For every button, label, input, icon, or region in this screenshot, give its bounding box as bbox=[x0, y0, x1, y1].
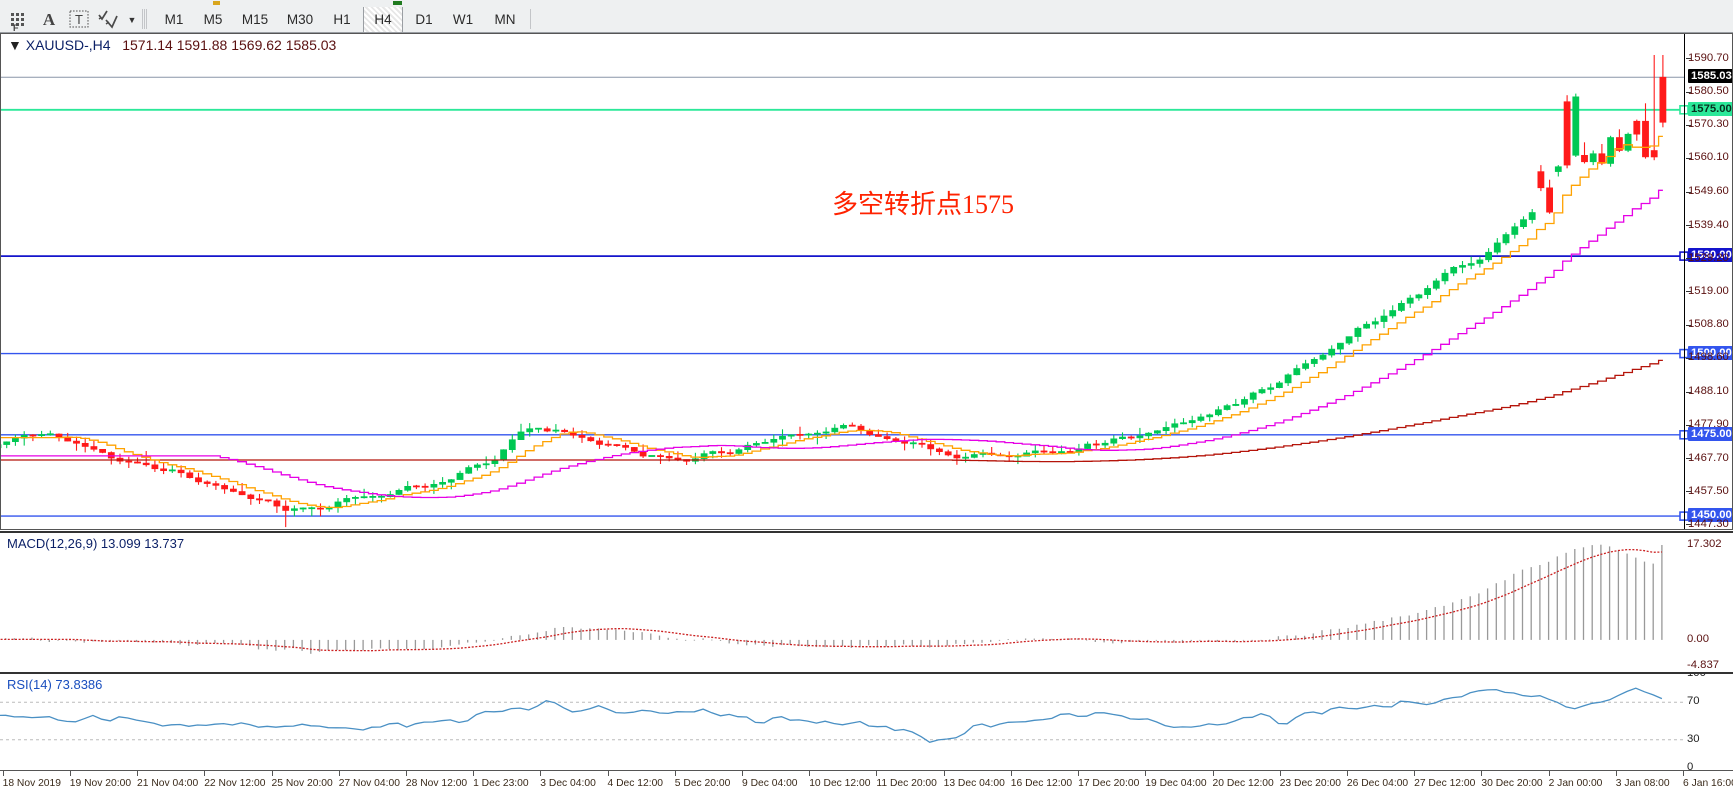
svg-text:T: T bbox=[75, 12, 83, 27]
